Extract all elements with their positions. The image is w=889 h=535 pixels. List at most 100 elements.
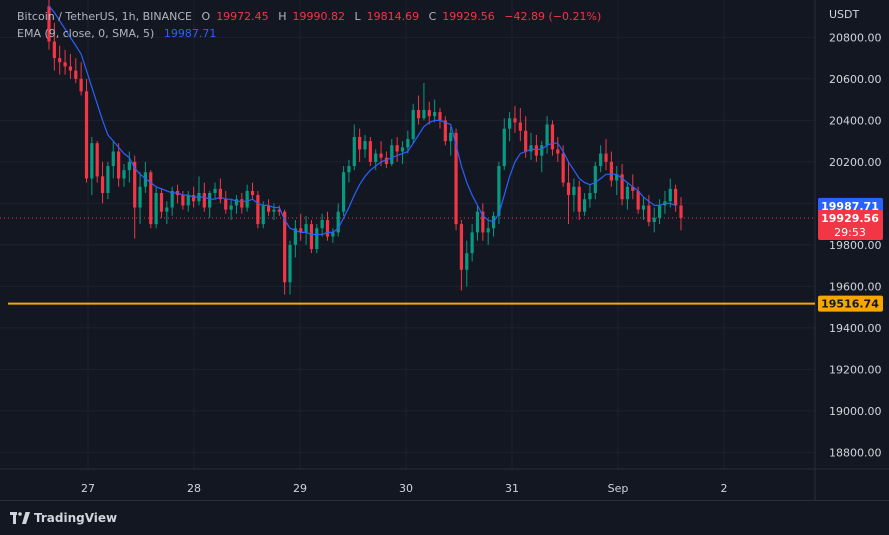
- x-tick-label: 27: [81, 482, 95, 495]
- candle-body: [277, 209, 281, 212]
- candle-body: [481, 211, 485, 233]
- candle-body: [325, 219, 330, 237]
- candle-body: [582, 199, 587, 212]
- candle-body: [315, 228, 319, 250]
- candle-body: [84, 91, 89, 179]
- open-label: O: [201, 10, 211, 23]
- price-label-text-EMA: 19987.71: [821, 200, 879, 213]
- candle-body: [486, 228, 490, 233]
- candle-body: [449, 132, 453, 142]
- candle-body: [63, 62, 67, 67]
- candle-body: [95, 143, 99, 177]
- candle-body: [304, 224, 308, 233]
- x-tick-label: 31: [505, 482, 519, 495]
- tradingview-logo[interactable]: TradingView: [10, 511, 117, 525]
- candle-body: [133, 161, 137, 208]
- price-label-EMA: [818, 197, 883, 214]
- y-tick-label: 19200.00: [829, 363, 882, 376]
- candle-body: [465, 253, 469, 270]
- candle-body: [625, 186, 630, 200]
- candle-body: [68, 66, 73, 71]
- candle-body: [534, 145, 538, 156]
- candle-body: [250, 190, 255, 196]
- price-label-last: [818, 209, 883, 240]
- candle-body: [620, 174, 624, 200]
- y-tick-label: 20600.00: [829, 73, 882, 86]
- candle-body: [218, 188, 222, 200]
- price-label-text-last: 19929.56: [821, 212, 879, 225]
- candle-body: [577, 186, 581, 212]
- candle-body: [293, 228, 297, 245]
- x-tick-label: 30: [399, 482, 413, 495]
- candle-body: [550, 124, 555, 150]
- candle-body: [679, 205, 683, 218]
- candle-body: [593, 166, 597, 193]
- candle-body: [652, 217, 656, 223]
- candle-body: [524, 130, 528, 152]
- candle-body: [411, 109, 415, 140]
- candle-body: [400, 147, 405, 152]
- candle-body: [149, 172, 153, 225]
- tradingview-brand: TradingView: [34, 511, 118, 525]
- candle-body: [406, 139, 410, 148]
- candle-body: [518, 122, 522, 131]
- candle-body: [609, 161, 613, 181]
- candle-body: [347, 166, 351, 173]
- candle-body: [416, 109, 421, 119]
- price-label-hline: [818, 295, 883, 312]
- close-label: C: [428, 10, 437, 23]
- candle-body: [641, 205, 646, 210]
- candle-body: [363, 141, 367, 150]
- candle-body: [422, 109, 426, 119]
- candle-body: [117, 151, 121, 179]
- candle-body: [283, 211, 287, 283]
- y-tick-label: 20400.00: [829, 114, 882, 127]
- candle-body: [202, 192, 206, 208]
- x-tick-label: 29: [293, 482, 307, 495]
- candle-body: [379, 153, 383, 158]
- candle-body: [181, 195, 185, 206]
- change-value: −42.89 (−0.21%): [504, 10, 602, 23]
- candle-body: [454, 132, 458, 225]
- y-tick-label: 19600.00: [829, 280, 882, 293]
- low-value: 19814.69: [366, 10, 420, 23]
- candle-body: [74, 70, 78, 79]
- candle-body: [657, 205, 662, 218]
- candle-body: [433, 112, 437, 117]
- chart-legend: Bitcoin / TetherUS, 1h, BINANCE O 19972.4…: [17, 8, 601, 42]
- candle-body: [331, 232, 335, 237]
- candle-body: [374, 153, 378, 162]
- candle-body: [529, 145, 533, 152]
- candle-body: [245, 190, 249, 208]
- candle-body: [159, 192, 164, 212]
- candle-body: [299, 228, 303, 233]
- candle-body: [513, 118, 517, 123]
- candle-body: [138, 186, 142, 208]
- price-axis[interactable]: 18800.00 19000.00 19200.00 19400.00 19600.00…: [829, 8, 882, 459]
- candle-body: [90, 143, 94, 179]
- candle-body: [384, 157, 389, 164]
- candle-body: [604, 153, 608, 162]
- candle-body: [427, 109, 431, 117]
- ema-indicator-label[interactable]: EMA (9, close, 0, SMA, 5): [17, 27, 155, 40]
- open-value: 19972.45: [216, 10, 269, 23]
- candle-body: [272, 209, 276, 212]
- symbol-title[interactable]: Bitcoin / TetherUS, 1h, BINANCE: [17, 10, 193, 23]
- candle-body: [58, 58, 62, 63]
- candle-body: [668, 188, 672, 202]
- candle-body: [52, 41, 56, 59]
- candle-body: [502, 128, 506, 167]
- candle-body: [127, 161, 131, 171]
- y-tick-label: 19000.00: [829, 405, 882, 418]
- legend-row-ema: EMA (9, close, 0, SMA, 5) 19987.71: [17, 25, 601, 42]
- candle-body: [615, 174, 619, 181]
- time-axis[interactable]: 27 28 29 30 31 Sep 2: [81, 482, 728, 495]
- close-value: 19929.56: [442, 10, 495, 23]
- x-tick-label: 2: [721, 482, 728, 495]
- candle-body: [390, 145, 394, 164]
- candle-body: [352, 136, 356, 167]
- candle-body: [443, 120, 447, 142]
- candle-body: [213, 188, 217, 193]
